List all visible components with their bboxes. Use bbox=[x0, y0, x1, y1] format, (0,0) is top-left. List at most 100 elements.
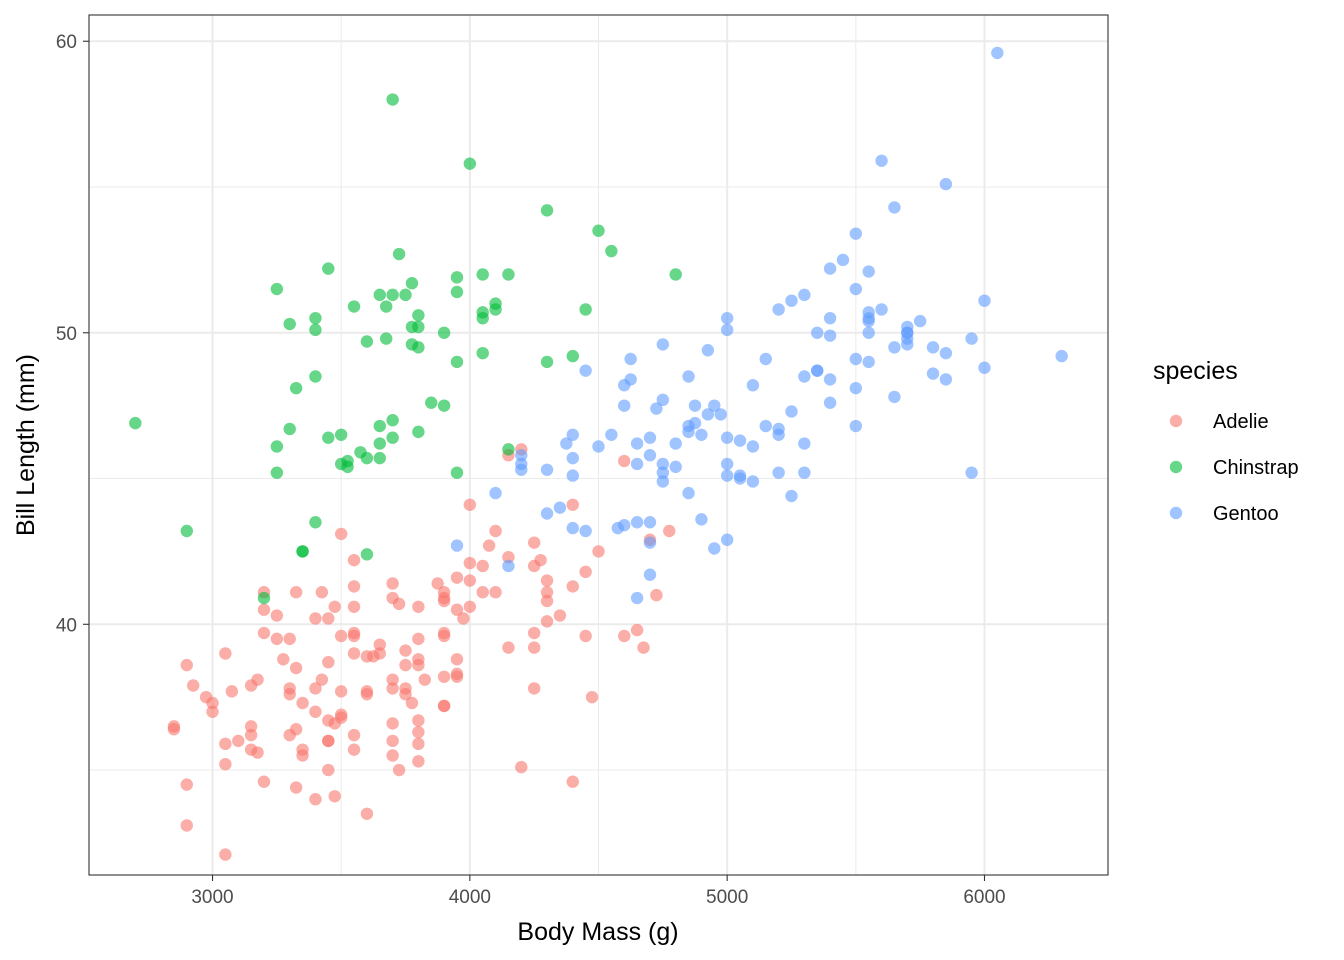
point-gentoo bbox=[688, 399, 702, 412]
point-gentoo bbox=[643, 516, 657, 529]
legend-label-gentoo: Gentoo bbox=[1213, 503, 1279, 525]
point-adelie bbox=[489, 524, 502, 538]
point-chinstrap bbox=[392, 247, 406, 261]
point-adelie bbox=[257, 626, 271, 640]
point-adelie bbox=[450, 571, 464, 584]
point-adelie bbox=[412, 653, 425, 666]
point-chinstrap bbox=[476, 268, 489, 281]
point-gentoo bbox=[579, 524, 592, 538]
point-adelie bbox=[386, 577, 399, 590]
point-chinstrap bbox=[341, 454, 354, 468]
point-gentoo bbox=[643, 536, 657, 549]
point-chinstrap bbox=[296, 545, 309, 558]
x-axis-title: Body Mass (g) bbox=[517, 918, 678, 946]
point-adelie bbox=[630, 623, 644, 637]
point-chinstrap bbox=[257, 591, 271, 605]
point-adelie bbox=[334, 629, 348, 643]
point-adelie bbox=[328, 717, 341, 730]
point-gentoo bbox=[798, 288, 811, 302]
point-gentoo bbox=[759, 352, 772, 366]
point-gentoo bbox=[682, 419, 695, 433]
point-adelie bbox=[251, 746, 264, 759]
point-adelie bbox=[309, 682, 322, 695]
point-gentoo bbox=[785, 405, 798, 418]
point-adelie bbox=[482, 539, 496, 552]
point-adelie bbox=[663, 524, 676, 538]
point-chinstrap bbox=[405, 320, 419, 334]
point-gentoo bbox=[746, 475, 760, 488]
point-gentoo bbox=[695, 513, 708, 526]
point-adelie bbox=[515, 760, 528, 774]
point-gentoo bbox=[566, 469, 579, 482]
point-gentoo bbox=[630, 516, 644, 529]
point-adelie bbox=[489, 586, 502, 599]
point-adelie bbox=[463, 498, 477, 511]
point-adelie bbox=[277, 653, 290, 666]
point-adelie bbox=[309, 793, 322, 806]
point-adelie bbox=[431, 577, 444, 590]
point-gentoo bbox=[888, 201, 901, 214]
point-adelie bbox=[206, 705, 219, 718]
point-adelie bbox=[289, 661, 303, 675]
point-gentoo bbox=[785, 294, 798, 307]
point-adelie bbox=[534, 553, 547, 567]
point-gentoo bbox=[656, 338, 670, 351]
point-gentoo bbox=[875, 303, 888, 316]
point-gentoo bbox=[862, 355, 875, 369]
point-adelie bbox=[386, 673, 399, 686]
point-gentoo bbox=[823, 373, 837, 386]
point-gentoo bbox=[785, 489, 798, 503]
point-gentoo bbox=[939, 177, 953, 191]
point-adelie bbox=[232, 734, 245, 748]
point-adelie bbox=[386, 734, 399, 748]
point-gentoo bbox=[720, 469, 734, 482]
point-chinstrap bbox=[360, 451, 374, 465]
point-adelie bbox=[283, 632, 296, 646]
point-gentoo bbox=[978, 294, 991, 307]
point-chinstrap bbox=[373, 451, 386, 465]
point-chinstrap bbox=[360, 335, 374, 348]
point-chinstrap bbox=[463, 157, 477, 170]
point-chinstrap bbox=[476, 346, 489, 360]
point-adelie bbox=[187, 679, 200, 692]
point-gentoo bbox=[849, 419, 863, 433]
point-chinstrap bbox=[386, 288, 399, 302]
point-chinstrap bbox=[380, 300, 393, 313]
point-gentoo bbox=[720, 457, 734, 471]
point-gentoo bbox=[798, 370, 811, 383]
point-adelie bbox=[328, 600, 341, 613]
point-adelie bbox=[566, 580, 579, 593]
point-adelie bbox=[566, 775, 579, 788]
point-adelie bbox=[392, 597, 406, 611]
point-adelie bbox=[244, 728, 258, 742]
point-adelie bbox=[347, 728, 361, 742]
point-gentoo bbox=[926, 367, 940, 380]
point-adelie bbox=[206, 696, 219, 710]
point-gentoo bbox=[714, 408, 727, 421]
point-adelie bbox=[347, 553, 361, 567]
point-adelie bbox=[296, 743, 309, 756]
y-tick-label: 40 bbox=[56, 615, 77, 636]
point-gentoo bbox=[733, 434, 747, 447]
point-adelie bbox=[437, 594, 451, 608]
point-chinstrap bbox=[502, 268, 515, 281]
point-adelie bbox=[527, 682, 541, 695]
point-gentoo bbox=[746, 440, 760, 453]
point-chinstrap bbox=[605, 244, 618, 258]
y-axis: 40 50 60 bbox=[56, 32, 89, 636]
point-adelie bbox=[540, 586, 554, 599]
point-adelie bbox=[225, 685, 239, 698]
point-adelie bbox=[579, 565, 592, 579]
point-gentoo bbox=[978, 361, 991, 374]
point-adelie bbox=[457, 612, 470, 625]
y-axis-title: Bill Length (mm) bbox=[12, 354, 40, 536]
point-gentoo bbox=[823, 396, 837, 409]
point-gentoo bbox=[849, 282, 863, 296]
point-gentoo bbox=[965, 332, 978, 345]
point-chinstrap bbox=[540, 204, 554, 217]
point-adelie bbox=[244, 720, 258, 733]
point-gentoo bbox=[772, 466, 785, 479]
point-gentoo bbox=[656, 466, 670, 479]
point-gentoo bbox=[605, 428, 618, 441]
